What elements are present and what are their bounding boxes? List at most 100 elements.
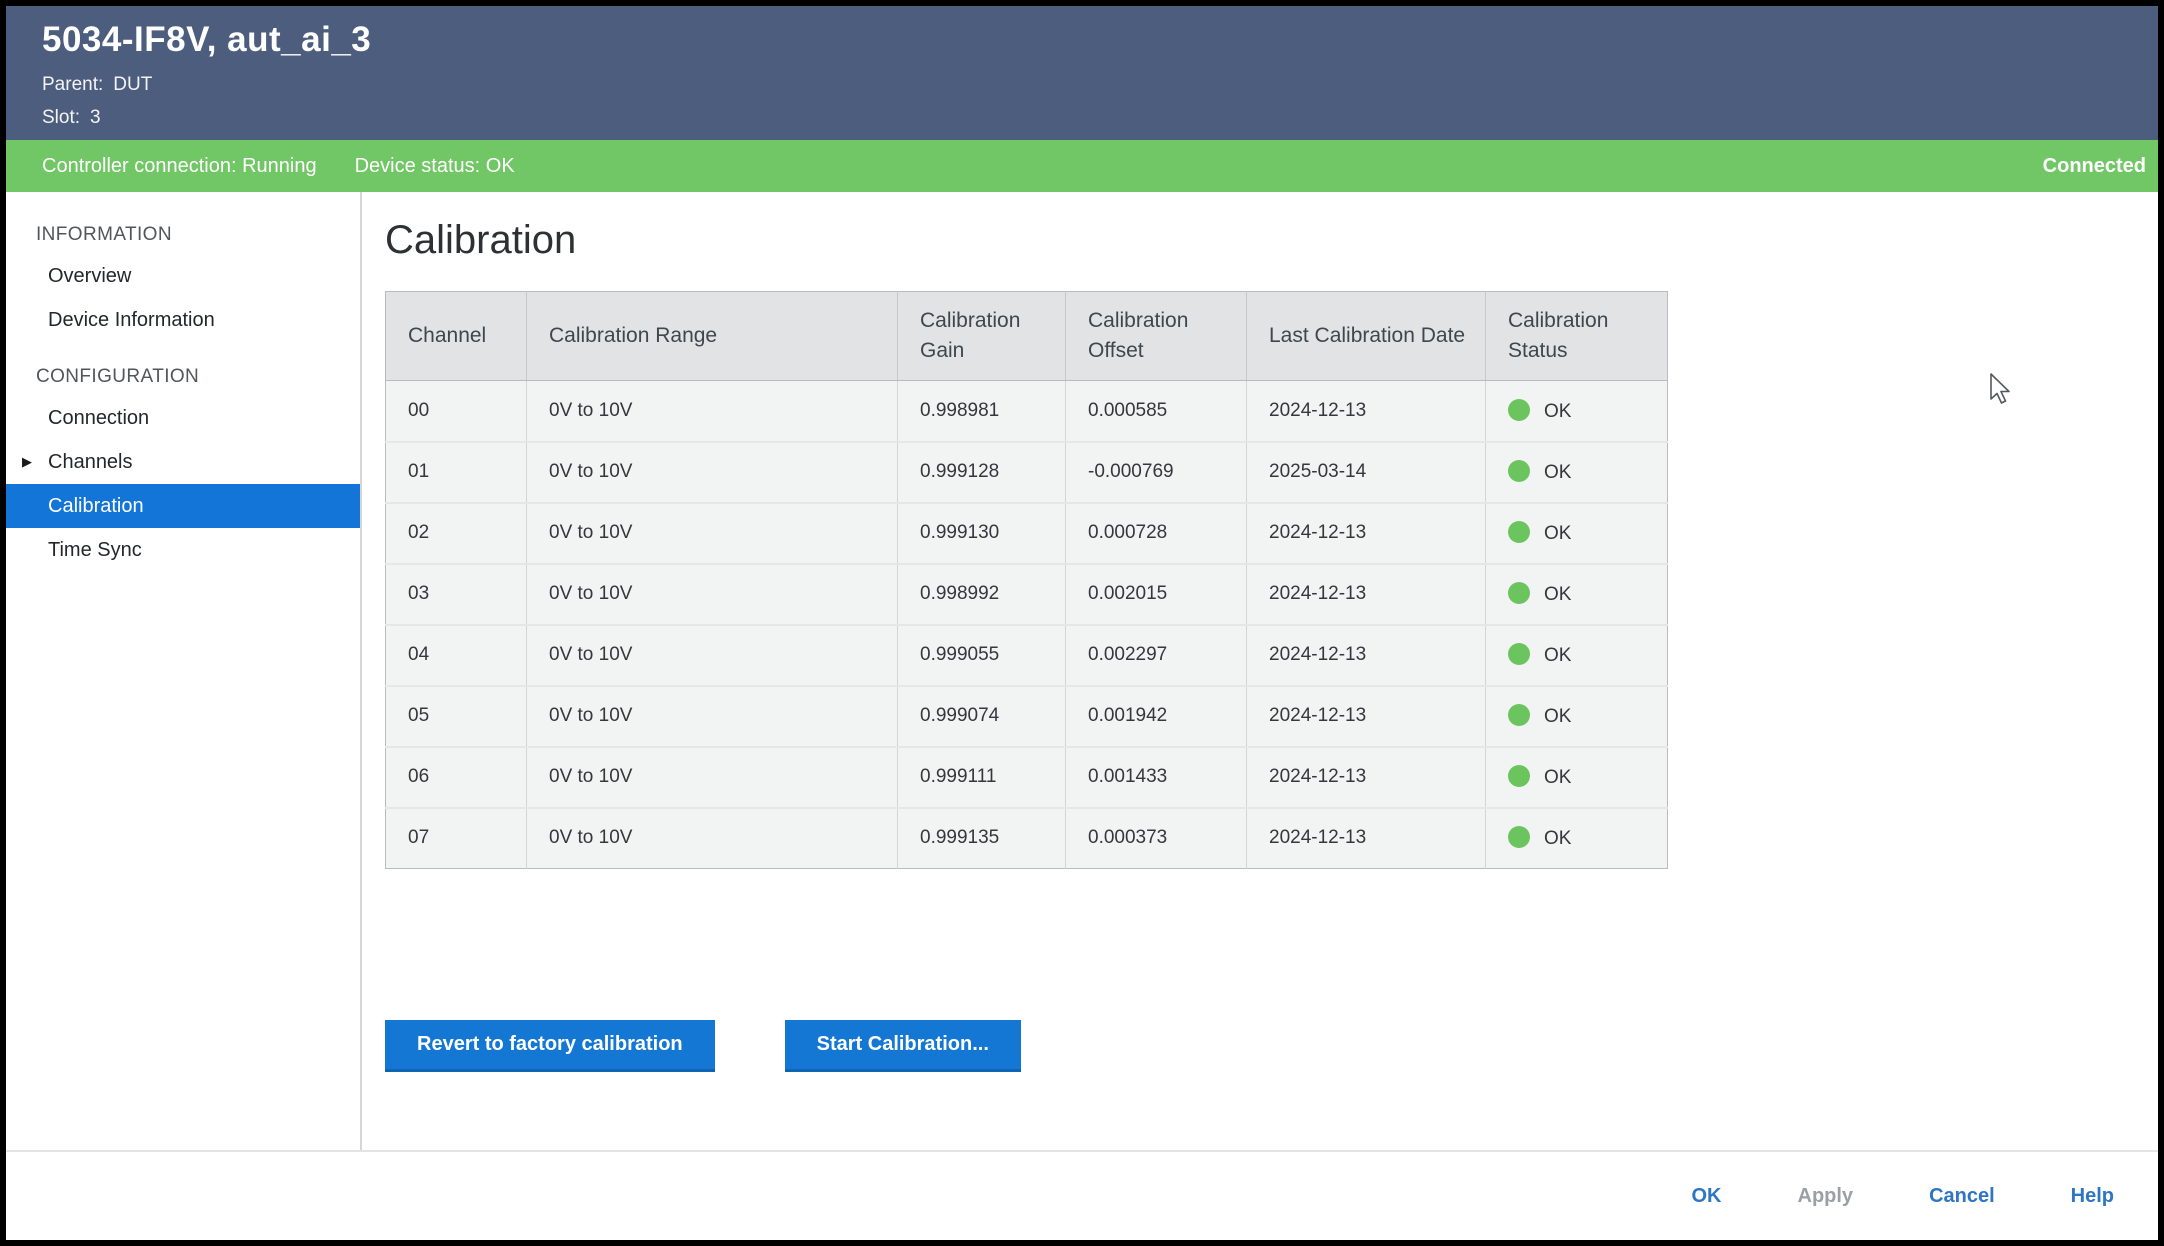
- cell-status: OK: [1485, 441, 1668, 504]
- status-text: OK: [1544, 706, 1572, 727]
- cell-status: OK: [1486, 808, 1668, 869]
- cell-offset: 0.000585: [1065, 380, 1247, 443]
- cell-range: 0V to 10V: [526, 502, 898, 565]
- status-ok-icon: [1508, 765, 1530, 787]
- sidebar-item-calibration[interactable]: Calibration: [6, 484, 360, 528]
- sidebar-item-label: Channels: [48, 450, 133, 473]
- sidebar-item-label: Connection: [48, 406, 150, 429]
- page-title: Calibration: [385, 218, 577, 262]
- sidebar-item-label: Overview: [48, 264, 132, 287]
- cell-gain: 0.999111: [897, 746, 1066, 809]
- start-calibration-button[interactable]: Start Calibration...: [784, 1020, 1021, 1072]
- slot-value: 3: [90, 107, 101, 128]
- parent-value: DUT: [113, 74, 153, 95]
- slot-line: Slot: 3: [42, 107, 2158, 129]
- calibration-page: Calibration Channel Calibration Range Ca…: [362, 192, 2158, 1150]
- cell-offset: -0.000769: [1065, 441, 1247, 504]
- status-ok-icon: [1508, 582, 1530, 604]
- cell-offset: 0.000373: [1065, 807, 1247, 869]
- device-title: 5034-IF8V, aut_ai_3: [42, 20, 372, 59]
- status-text: OK: [1544, 523, 1572, 544]
- sidebar-section-information: INFORMATION: [36, 224, 172, 245]
- cell-range: 0V to 10V: [526, 441, 898, 504]
- calibration-table: Channel Calibration Range Calibration Ga…: [385, 291, 1668, 869]
- cell-range: 0V to 10V: [526, 380, 898, 443]
- status-ok-icon: [1508, 521, 1530, 543]
- device-header: 5034-IF8V, aut_ai_3 Parent: DUT Slot: 3: [6, 6, 2158, 140]
- cell-range: 0V to 10V: [526, 685, 898, 748]
- cell-date: 2024-12-13: [1246, 807, 1486, 869]
- cell-date: 2024-12-13: [1246, 502, 1486, 565]
- status-text: OK: [1544, 645, 1572, 666]
- cell-date: 2024-12-13: [1246, 746, 1486, 809]
- chevron-right-icon[interactable]: ▶: [22, 454, 32, 469]
- sidebar-item-label: Device Information: [48, 308, 215, 331]
- cell-date: 2024-12-13: [1246, 685, 1486, 748]
- cell-status: OK: [1485, 502, 1668, 565]
- parent-line: Parent: DUT: [42, 74, 2158, 96]
- cell-gain: 0.999135: [897, 807, 1066, 869]
- cell-gain: 0.998992: [897, 563, 1066, 626]
- col-header-calibration-status: Calibration Status: [1485, 291, 1668, 381]
- cell-offset: 0.001942: [1065, 685, 1247, 748]
- table-row: 03 0V to 10V 0.998992 0.002015 2024-12-13 OK: [385, 563, 1668, 626]
- cell-gain: 0.999128: [897, 441, 1066, 504]
- cell-status: OK: [1485, 685, 1668, 748]
- sidebar-item-time-sync[interactable]: Time Sync: [6, 528, 360, 572]
- cell-channel: 01: [385, 441, 527, 504]
- device-configuration-window: 5034-IF8V, aut_ai_3 Parent: DUT Slot: 3 Co…: [6, 6, 2158, 1240]
- cell-status: OK: [1485, 624, 1668, 687]
- status-ok-icon: [1508, 643, 1530, 665]
- device-status: Device status: OK: [354, 154, 515, 177]
- status-ok-icon: [1508, 460, 1530, 482]
- status-text: OK: [1544, 584, 1572, 605]
- cell-channel: 05: [385, 685, 527, 748]
- status-text: OK: [1544, 828, 1572, 850]
- sidebar-item-label: Calibration: [48, 494, 144, 517]
- cell-channel: 07: [385, 807, 527, 869]
- cell-gain: 0.999074: [897, 685, 1066, 748]
- revert-to-factory-calibration-button[interactable]: Revert to factory calibration: [385, 1020, 715, 1072]
- cell-channel: 06: [385, 746, 527, 809]
- cell-channel: 03: [385, 563, 527, 626]
- col-header-calibration-offset: Calibration Offset: [1065, 291, 1247, 381]
- cell-channel: 00: [385, 380, 527, 443]
- status-ok-icon: [1508, 398, 1530, 421]
- sidebar-item-connection[interactable]: Connection: [6, 396, 360, 440]
- sidebar-item-device-information[interactable]: Device Information: [6, 298, 360, 342]
- cell-status: OK: [1485, 563, 1668, 626]
- cell-range: 0V to 10V: [526, 563, 898, 626]
- table-header-row: Channel Calibration Range Calibration Ga…: [385, 291, 1668, 381]
- col-header-channel: Channel: [385, 291, 527, 381]
- cell-date: 2025-03-14: [1246, 441, 1486, 504]
- connected-badge: Connected: [2042, 154, 2146, 177]
- cell-date: 2024-12-13: [1246, 563, 1486, 626]
- table-row: 05 0V to 10V 0.999074 0.001942 2024-12-13 OK: [385, 685, 1668, 748]
- table-row: 00 0V to 10V 0.998981 0.000585 2024-12-13 OK: [385, 380, 1668, 443]
- table-row: 02 0V to 10V 0.999130 0.000728 2024-12-13 OK: [385, 502, 1668, 565]
- status-text: OK: [1544, 462, 1572, 483]
- calibration-table-body: 00 0V to 10V 0.998981 0.000585 2024-12-13 OK 0…: [385, 380, 1668, 869]
- cell-range: 0V to 10V: [526, 624, 898, 687]
- parent-label: Parent:: [42, 74, 104, 95]
- cell-status: OK: [1485, 746, 1668, 809]
- dialog-footer: OK Apply Cancel Help: [6, 1150, 2158, 1240]
- cell-date: 2024-12-13: [1246, 624, 1486, 687]
- sidebar-item-label: Time Sync: [48, 538, 142, 561]
- col-header-calibration-range: Calibration Range: [526, 291, 898, 381]
- sidebar-item-overview[interactable]: Overview: [6, 254, 360, 298]
- cancel-button[interactable]: Cancel: [1929, 1184, 1995, 1207]
- sidebar-item-channels[interactable]: ▶ Channels: [6, 440, 360, 484]
- apply-button: Apply: [1797, 1184, 1854, 1207]
- cell-range: 0V to 10V: [526, 807, 898, 869]
- sidebar-section-configuration: CONFIGURATION: [36, 366, 200, 387]
- connection-status-bar: Controller connection: Running Device st…: [6, 140, 2158, 192]
- col-header-last-calibration-date: Last Calibration Date: [1246, 291, 1486, 381]
- ok-button[interactable]: OK: [1691, 1184, 1722, 1207]
- cell-offset: 0.000728: [1065, 502, 1247, 565]
- help-button[interactable]: Help: [2070, 1184, 2114, 1207]
- sidebar-nav: INFORMATION Overview Device Information …: [6, 192, 362, 1150]
- cell-gain: 0.999130: [897, 502, 1066, 565]
- status-text: OK: [1544, 767, 1572, 788]
- cell-gain: 0.999055: [897, 624, 1066, 687]
